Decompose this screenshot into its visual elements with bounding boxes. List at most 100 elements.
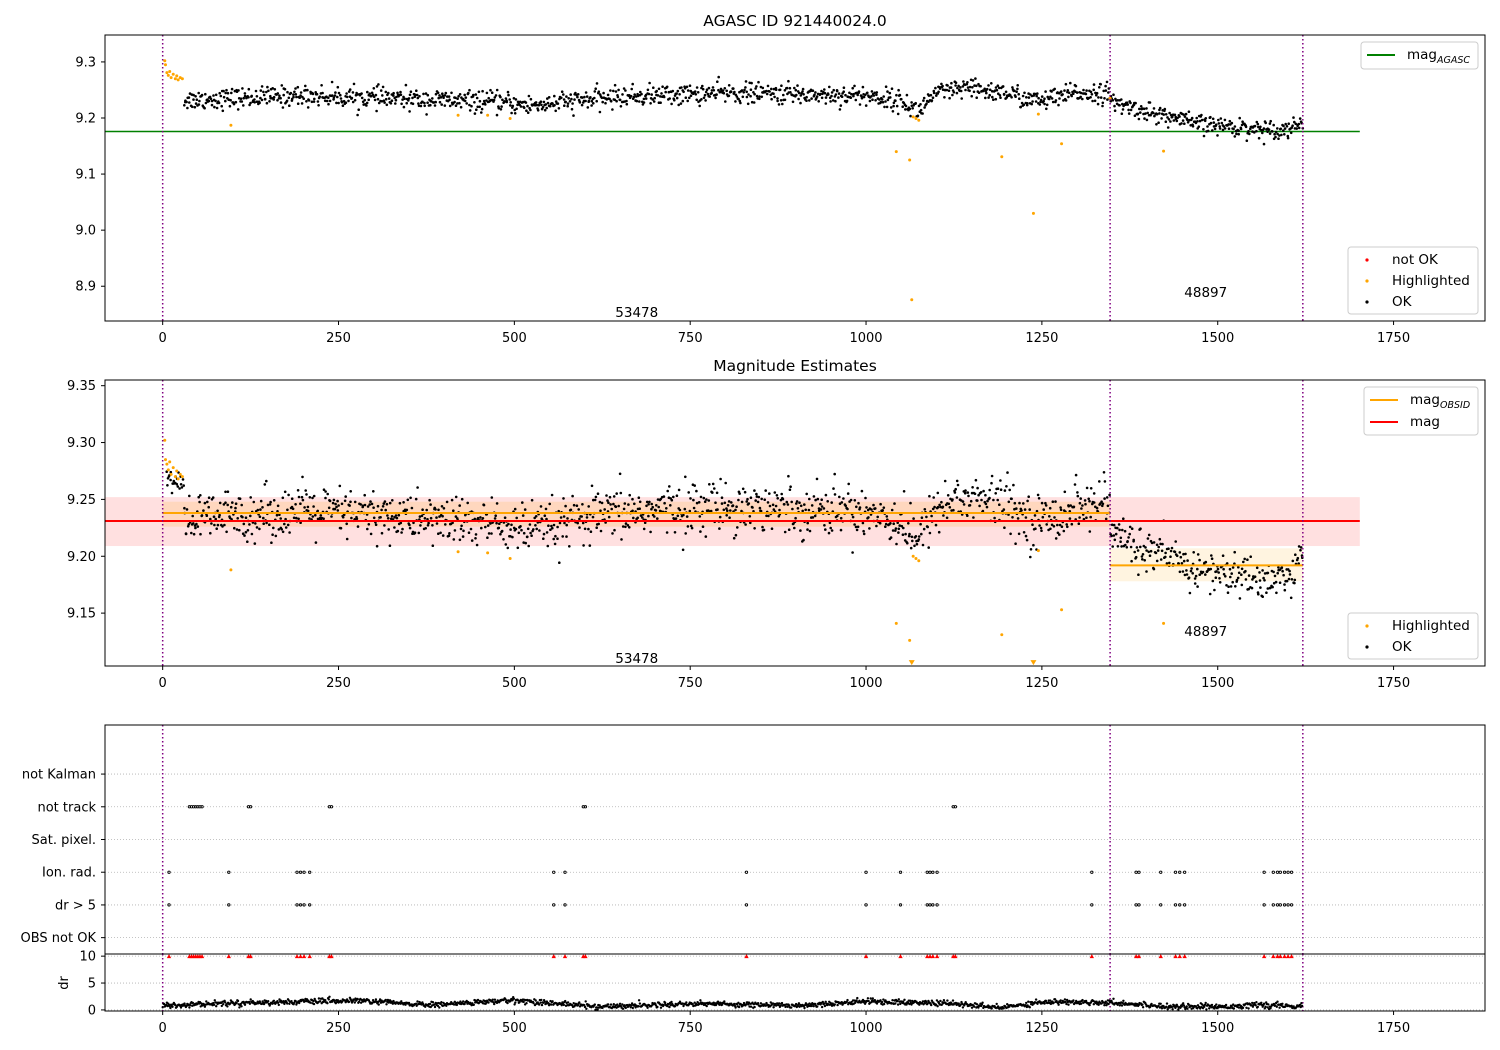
data-point-highlighted [175, 469, 179, 473]
data-point-ok [901, 533, 905, 536]
data-point-ok [249, 496, 252, 499]
data-point-ok [1068, 517, 1072, 520]
data-point-ok [1194, 121, 1198, 125]
data-point-ok [1169, 555, 1172, 558]
data-point-ok [550, 493, 554, 497]
data-point-ok [922, 96, 926, 100]
data-point-ok [1233, 550, 1236, 554]
dr-point [879, 999, 882, 1002]
data-point-ok [276, 92, 280, 95]
data-point-ok [683, 87, 687, 90]
data-point-ok [880, 98, 884, 101]
data-point-ok [1137, 117, 1141, 121]
data-point-ok [528, 523, 532, 526]
panel-dr-plot-area [105, 954, 1485, 1012]
data-point-ok [1146, 111, 1149, 115]
data-point-ok [327, 96, 330, 99]
data-point-ok [333, 507, 337, 511]
dr-point [990, 1007, 993, 1010]
data-point-ok [1005, 485, 1008, 488]
data-point-ok [1218, 577, 1221, 580]
dr-point [512, 997, 516, 1000]
data-point-ok [255, 100, 259, 103]
data-point-ok [717, 88, 720, 92]
data-point-ok [1064, 82, 1068, 86]
data-point-ok [1175, 119, 1179, 123]
data-point-ok [263, 97, 267, 101]
data-point-ok [229, 505, 233, 509]
data-point-ok [1117, 523, 1121, 526]
data-point-ok [337, 91, 341, 95]
legend-box [1347, 246, 1479, 315]
data-point-ok [527, 544, 530, 548]
data-point-ok [497, 106, 501, 110]
data-point-ok [578, 517, 581, 521]
data-point-ok [820, 498, 823, 502]
data-point-ok [262, 522, 266, 525]
dr-point [1185, 1005, 1188, 1008]
data-point-ok [569, 508, 573, 512]
data-point-ok [732, 536, 736, 540]
data-point-ok [1191, 125, 1195, 128]
dr-point [585, 1007, 588, 1010]
data-point-ok [808, 529, 812, 533]
data-point-ok [338, 484, 342, 488]
dr-point [203, 1005, 207, 1008]
dr-point [855, 999, 858, 1002]
data-point-ok [830, 529, 834, 532]
data-point-ok [1027, 495, 1030, 499]
y-tick-label: 9.35 [67, 379, 96, 394]
data-point-ok [1200, 113, 1203, 117]
data-point-ok [216, 509, 219, 513]
data-point-ok [870, 90, 874, 93]
dr-point [850, 1000, 853, 1004]
data-point-ok [369, 500, 372, 503]
flag-marker [563, 903, 567, 907]
dr-point [1044, 999, 1048, 1002]
data-point-ok [765, 92, 769, 96]
data-point-ok [1283, 583, 1286, 586]
data-point-ok [576, 95, 579, 99]
data-point-ok [513, 108, 516, 112]
data-point-ok [612, 502, 615, 506]
data-point-ok [678, 508, 682, 512]
flag-marker [583, 805, 588, 809]
data-point-ok [1133, 550, 1136, 554]
data-point-ok [1222, 572, 1226, 576]
data-point-ok [923, 106, 926, 109]
data-point-ok [1085, 89, 1088, 92]
data-point-ok [1196, 585, 1199, 588]
data-point-ok [731, 504, 735, 507]
data-point-ok [1263, 572, 1267, 575]
dr-point [1079, 1002, 1083, 1005]
data-point-ok [199, 494, 202, 497]
data-point-ok [613, 528, 616, 532]
data-point-ok [369, 532, 373, 536]
x-tick-label: 250 [326, 331, 351, 346]
data-point-ok [504, 543, 508, 546]
data-point-ok [438, 94, 441, 97]
data-point-ok [516, 546, 520, 550]
data-point-ok [815, 95, 819, 98]
data-point-ok [247, 87, 251, 91]
data-point-ok [570, 97, 573, 101]
data-point-ok [959, 86, 962, 89]
dr-point [317, 997, 321, 1000]
flag-marker [1137, 903, 1141, 907]
panel-agasc-legend-upper: magAGASC [1360, 41, 1479, 70]
data-point-ok [1134, 555, 1138, 559]
data-point-ok [195, 522, 198, 526]
data-point-ok [820, 89, 823, 93]
data-point-ok [642, 97, 646, 101]
data-point-ok [799, 94, 803, 97]
data-point-ok [707, 499, 711, 502]
data-point-ok [429, 103, 432, 107]
legend-label-mag-obsid-main: mag [1410, 392, 1440, 408]
data-point-ok [1032, 543, 1035, 547]
data-point-ok [1160, 549, 1164, 553]
data-point-ok [568, 100, 572, 103]
data-point-ok [836, 514, 839, 518]
data-point-ok [305, 493, 308, 496]
data-point-ok [522, 106, 526, 110]
data-point-ok [443, 104, 447, 107]
